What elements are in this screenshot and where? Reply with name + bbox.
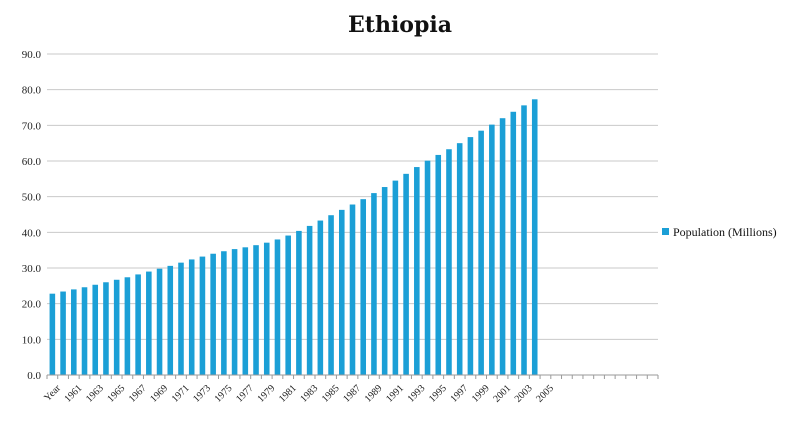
bars <box>49 99 538 376</box>
bar <box>156 268 163 375</box>
y-tick-label: 10.0 <box>22 334 42 346</box>
bar <box>221 251 227 375</box>
x-tick-label: 1961 <box>63 383 85 405</box>
x-tick-label: 1977 <box>234 383 256 405</box>
y-tick-label: 0.0 <box>27 370 41 382</box>
bar <box>403 173 409 375</box>
bar <box>253 245 259 375</box>
bar <box>296 230 302 375</box>
bar <box>381 187 388 375</box>
bar <box>338 209 345 375</box>
bar <box>188 259 195 375</box>
x-tick-label: 1993 <box>406 383 428 405</box>
y-tick-label: 30.0 <box>22 263 42 275</box>
x-tick-label: 1999 <box>470 383 492 405</box>
x-axis-ticks: Year 1961 1963 1965 1967 1969 1971 1973 1975 1977… <box>42 382 556 404</box>
bar <box>199 256 206 375</box>
bar <box>424 160 431 375</box>
bar <box>499 118 506 375</box>
x-axis <box>46 374 659 379</box>
x-tick-label: 1971 <box>170 383 192 405</box>
y-tick-label: 80.0 <box>22 85 42 97</box>
bar <box>71 289 77 375</box>
y-tick-label: 20.0 <box>22 299 42 311</box>
bar <box>467 137 474 375</box>
x-tick-label: 2003 <box>513 383 535 405</box>
bar <box>167 265 174 375</box>
bar <box>435 154 442 375</box>
bar <box>274 239 281 375</box>
bar <box>146 271 152 375</box>
x-tick-label: 1967 <box>127 383 149 405</box>
bar <box>371 193 377 375</box>
x-tick-label: 1995 <box>427 383 449 405</box>
bar <box>349 204 356 375</box>
bar <box>360 199 367 375</box>
bar <box>60 291 66 375</box>
x-tick-label: 1979 <box>255 383 277 405</box>
bar <box>521 105 527 376</box>
legend-label: Population (Millions) <box>673 225 777 239</box>
bar <box>478 130 484 375</box>
x-tick-label: 1969 <box>148 383 170 405</box>
bar <box>456 143 463 375</box>
bar <box>231 249 238 375</box>
bar <box>317 220 324 375</box>
bar <box>446 149 452 375</box>
y-axis-ticks: 0.0 10.0 20.0 30.0 40.0 50.0 60.0 70.0 80.0 90.0 <box>22 49 42 382</box>
x-tick-label: 1997 <box>448 383 470 405</box>
y-tick-label: 50.0 <box>22 192 42 204</box>
bar <box>103 282 109 375</box>
legend: Population (Millions) <box>662 225 777 239</box>
x-tick-label: 2005 <box>534 383 556 405</box>
x-tick-label: 1985 <box>320 383 342 405</box>
y-tick-label: 40.0 <box>22 227 42 239</box>
bar <box>135 274 141 375</box>
x-tick-label: 1963 <box>84 383 106 405</box>
bar <box>414 167 420 375</box>
x-tick-label: 1973 <box>191 383 213 405</box>
bar <box>510 111 517 375</box>
chart-title: Ethiopia <box>348 12 452 38</box>
x-tick-label: 1989 <box>363 383 385 405</box>
bar <box>306 225 313 375</box>
bar <box>92 284 99 375</box>
x-tick-label: 1975 <box>213 383 235 405</box>
bar <box>242 247 249 375</box>
y-tick-label: 70.0 <box>22 120 42 132</box>
x-tick-label: 2001 <box>491 383 513 405</box>
bar <box>210 253 216 375</box>
x-tick-label: 1965 <box>105 383 127 405</box>
bar <box>531 99 538 376</box>
bar <box>81 287 88 375</box>
y-tick-label: 60.0 <box>22 156 42 168</box>
bar <box>113 279 120 375</box>
x-tick-label: 1991 <box>384 383 406 405</box>
bar <box>178 262 184 375</box>
bar <box>328 215 334 375</box>
bar <box>49 293 56 375</box>
bar <box>392 180 399 375</box>
bar <box>285 235 291 375</box>
y-tick-label: 90.0 <box>22 49 42 61</box>
bar <box>489 124 495 376</box>
x-tick-label: Year <box>42 382 63 403</box>
legend-swatch <box>662 228 669 235</box>
bar <box>124 277 131 375</box>
bar <box>263 242 270 375</box>
x-tick-label: 1983 <box>298 383 320 405</box>
x-tick-label: 1987 <box>341 383 363 405</box>
x-tick-label: 1981 <box>277 383 299 405</box>
